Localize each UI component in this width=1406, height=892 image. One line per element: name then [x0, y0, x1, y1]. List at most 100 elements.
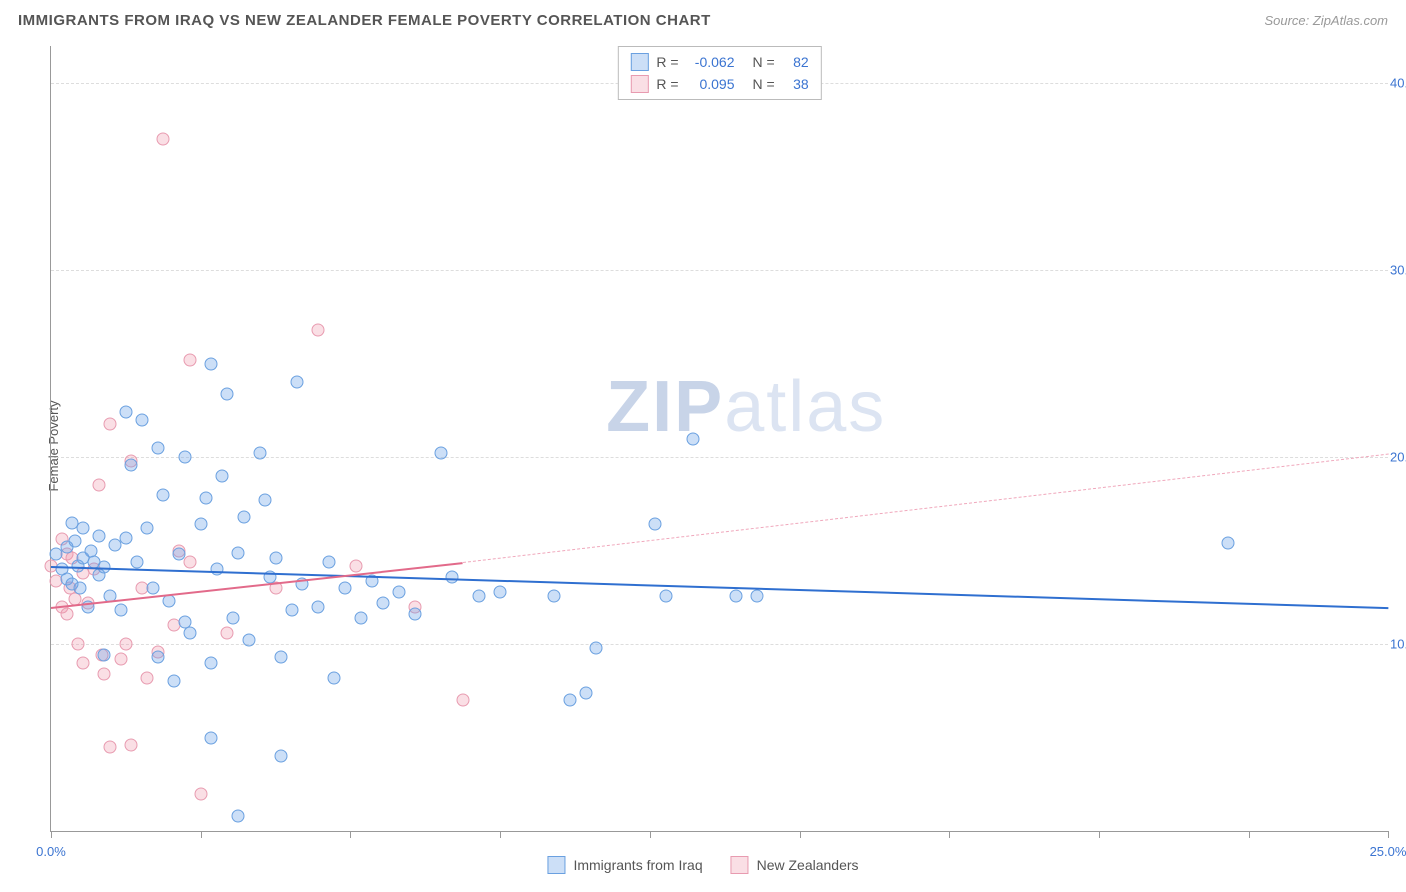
correlation-legend: R = -0.062 N = 82 R = 0.095 N = 38	[617, 46, 821, 100]
scatter-point-series1	[125, 458, 138, 471]
scatter-point-series2	[349, 559, 362, 572]
chart-plot-area: ZIPatlas R = -0.062 N = 82 R = 0.095 N =…	[50, 46, 1388, 832]
scatter-point-series1	[130, 555, 143, 568]
scatter-point-series1	[205, 731, 218, 744]
x-tick-label: 25.0%	[1370, 844, 1406, 859]
scatter-point-series1	[435, 447, 448, 460]
scatter-point-series1	[328, 671, 341, 684]
scatter-point-series1	[93, 529, 106, 542]
x-tick-label: 0.0%	[36, 844, 66, 859]
scatter-point-series1	[210, 563, 223, 576]
scatter-point-series2	[103, 740, 116, 753]
scatter-point-series1	[408, 608, 421, 621]
r-label: R =	[656, 73, 678, 95]
scatter-point-series1	[178, 451, 191, 464]
scatter-point-series1	[269, 552, 282, 565]
scatter-point-series1	[339, 582, 352, 595]
scatter-point-series1	[141, 522, 154, 535]
scatter-point-series2	[98, 668, 111, 681]
swatch-series1	[547, 856, 565, 874]
scatter-point-series1	[392, 585, 405, 598]
scatter-point-series1	[649, 518, 662, 531]
x-tick	[800, 831, 801, 838]
scatter-point-series2	[184, 555, 197, 568]
n-value-series2: 38	[783, 73, 809, 95]
scatter-point-series1	[151, 441, 164, 454]
y-tick-label: 20.0%	[1390, 450, 1406, 465]
swatch-series2	[731, 856, 749, 874]
x-tick	[350, 831, 351, 838]
scatter-point-series1	[216, 469, 229, 482]
swatch-series2	[630, 75, 648, 93]
scatter-point-series1	[157, 488, 170, 501]
r-value-series1: -0.062	[687, 51, 735, 73]
scatter-point-series1	[135, 413, 148, 426]
series-legend: Immigrants from Iraq New Zealanders	[547, 856, 858, 874]
scatter-point-series1	[205, 656, 218, 669]
scatter-point-series1	[232, 546, 245, 559]
scatter-point-series1	[472, 589, 485, 602]
scatter-point-series1	[446, 570, 459, 583]
watermark: ZIPatlas	[606, 366, 886, 448]
n-value-series1: 82	[783, 51, 809, 73]
scatter-point-series1	[323, 555, 336, 568]
legend-label-series1: Immigrants from Iraq	[573, 857, 702, 873]
scatter-point-series1	[285, 604, 298, 617]
scatter-point-series1	[312, 600, 325, 613]
scatter-point-series2	[157, 133, 170, 146]
scatter-point-series1	[376, 596, 389, 609]
scatter-point-series1	[119, 531, 132, 544]
scatter-point-series1	[547, 589, 560, 602]
scatter-point-series2	[119, 638, 132, 651]
scatter-point-series1	[77, 522, 90, 535]
r-value-series2: 0.095	[687, 73, 735, 95]
grid-line	[51, 270, 1388, 271]
x-tick	[1388, 831, 1389, 838]
legend-item-series2: New Zealanders	[731, 856, 859, 874]
scatter-point-series1	[173, 548, 186, 561]
y-tick-label: 30.0%	[1390, 263, 1406, 278]
y-tick-label: 10.0%	[1390, 637, 1406, 652]
scatter-point-series1	[563, 694, 576, 707]
scatter-point-series1	[579, 686, 592, 699]
scatter-point-series2	[125, 739, 138, 752]
scatter-point-series1	[200, 492, 213, 505]
scatter-point-series2	[141, 671, 154, 684]
scatter-point-series2	[71, 638, 84, 651]
scatter-point-series1	[729, 589, 742, 602]
x-tick	[1249, 831, 1250, 838]
scatter-point-series1	[494, 585, 507, 598]
scatter-point-series2	[77, 656, 90, 669]
scatter-point-series1	[226, 611, 239, 624]
scatter-point-series2	[312, 324, 325, 337]
scatter-point-series2	[114, 653, 127, 666]
scatter-point-series1	[232, 810, 245, 823]
scatter-point-series2	[93, 479, 106, 492]
scatter-point-series1	[184, 626, 197, 639]
x-tick	[500, 831, 501, 838]
scatter-point-series1	[242, 634, 255, 647]
x-tick	[650, 831, 651, 838]
scatter-point-series1	[119, 406, 132, 419]
scatter-point-series1	[151, 651, 164, 664]
trend-line-series2-extrapolated	[463, 453, 1388, 562]
x-tick	[1099, 831, 1100, 838]
scatter-point-series1	[253, 447, 266, 460]
scatter-point-series1	[205, 357, 218, 370]
scatter-point-series1	[237, 511, 250, 524]
legend-row-series1: R = -0.062 N = 82	[630, 51, 808, 73]
scatter-point-series1	[258, 494, 271, 507]
x-tick	[201, 831, 202, 838]
scatter-point-series2	[184, 354, 197, 367]
scatter-point-series1	[98, 649, 111, 662]
source-label: Source: ZipAtlas.com	[1264, 13, 1388, 28]
legend-item-series1: Immigrants from Iraq	[547, 856, 702, 874]
n-label: N =	[753, 73, 775, 95]
scatter-point-series2	[61, 608, 74, 621]
scatter-point-series1	[194, 518, 207, 531]
scatter-point-series1	[168, 675, 181, 688]
scatter-point-series1	[274, 750, 287, 763]
scatter-point-series2	[221, 626, 234, 639]
scatter-point-series1	[114, 604, 127, 617]
grid-line	[51, 457, 1388, 458]
